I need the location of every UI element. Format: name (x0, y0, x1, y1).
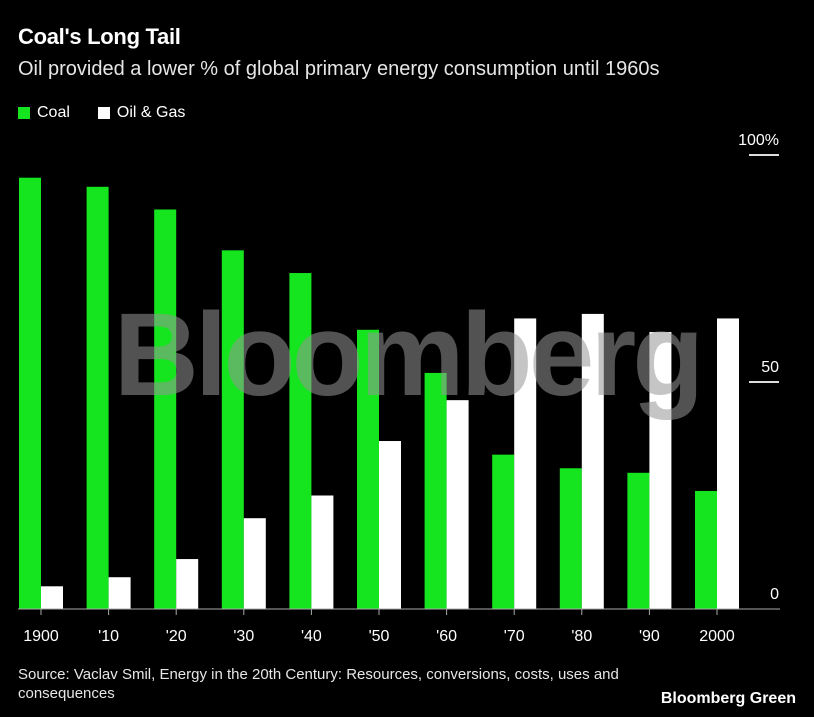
bar-oil-gas (379, 441, 401, 609)
bar-oil-gas (311, 495, 334, 609)
legend: Coal Oil & Gas (18, 104, 185, 122)
bar-oil-gas (243, 518, 266, 609)
bar-oil-gas (514, 318, 537, 609)
x-tick-label: 1900 (23, 628, 59, 645)
x-tick-label: '50 (369, 628, 390, 645)
bar-coal (221, 250, 244, 609)
bar-coal (627, 472, 650, 609)
legend-item-coal: Coal (18, 104, 70, 122)
watermark: Bloomberg (114, 289, 701, 421)
x-tick-label: '80 (571, 628, 592, 645)
bar-coal (154, 209, 177, 610)
chart-title: Coal's Long Tail (18, 24, 181, 49)
bar-coal (19, 177, 41, 609)
x-tick-label: 2000 (699, 628, 735, 645)
bar-oil-gas (41, 586, 63, 609)
x-tick-label: '20 (166, 628, 187, 645)
y-tick-label: 50 (761, 359, 779, 376)
bar-oil-gas (717, 318, 739, 609)
x-tick-label: '60 (436, 628, 457, 645)
x-tick-label: '30 (233, 628, 254, 645)
legend-label: Coal (37, 104, 70, 121)
x-tick-label: '40 (301, 628, 322, 645)
x-tick-label: '90 (639, 628, 660, 645)
legend-label: Oil & Gas (116, 104, 186, 121)
bar-oil-gas (446, 400, 469, 609)
bar-oil-gas (581, 313, 604, 609)
bar-oil-gas (108, 577, 131, 609)
bar-coal (86, 186, 109, 609)
bar-coal (559, 468, 582, 609)
y-tick-label: 0 (770, 586, 779, 603)
x-tick-label: '70 (504, 628, 525, 645)
legend-swatch-oil-gas (97, 107, 110, 119)
source-note: Source: Vaclav Smil, Energy in the 20th … (18, 666, 619, 702)
bar-coal (357, 329, 379, 609)
chart-subtitle: Oil provided a lower % of global primary… (18, 58, 660, 80)
bar-oil-gas (649, 332, 672, 609)
bar-oil-gas (176, 559, 199, 609)
bar-coal (492, 454, 515, 609)
brand-logo: Bloomberg Green (660, 690, 796, 707)
legend-swatch-coal (18, 107, 30, 119)
bar-coal (695, 490, 717, 609)
x-tick-label: '10 (98, 628, 119, 645)
bar-coal (289, 273, 312, 609)
legend-item-oil-gas: Oil & Gas (97, 104, 186, 122)
bar-coal (424, 372, 447, 609)
y-tick-label: 100% (738, 132, 779, 149)
